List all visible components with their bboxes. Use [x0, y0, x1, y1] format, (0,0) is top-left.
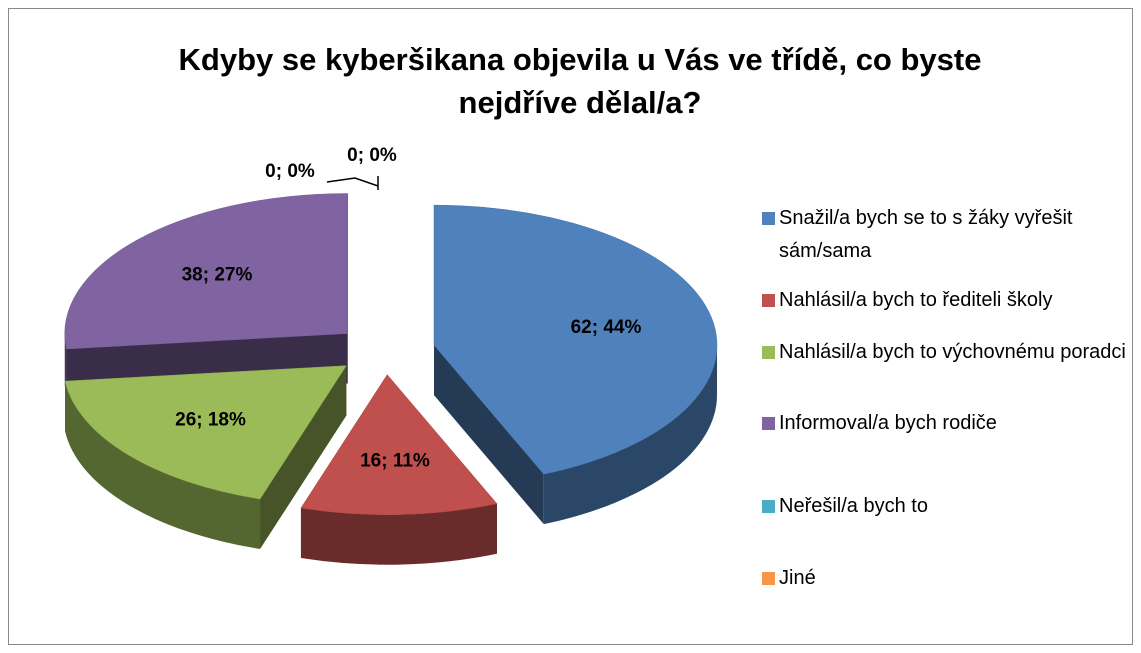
slice-wall	[434, 345, 544, 525]
legend-swatch	[762, 294, 775, 307]
legend-label: Jiné	[779, 567, 816, 589]
legend-label: Informoval/a bych rodiče	[779, 412, 997, 434]
slice	[64, 365, 347, 500]
data-label: 0; 0%	[265, 161, 315, 182]
slice-side	[65, 381, 261, 550]
slice	[300, 374, 498, 515]
legend-label: Nahlásil/a bych to výchovnému poradci	[779, 341, 1126, 363]
slice	[64, 193, 348, 350]
legend-item: Jiné	[762, 562, 1132, 595]
slice-side	[543, 345, 718, 525]
legend-swatch	[762, 212, 775, 225]
legend-swatch	[762, 500, 775, 513]
legend-item: Snažil/a bych se to s žáky vyřešit sám/s…	[762, 202, 1132, 268]
legend-swatch	[762, 346, 775, 359]
data-label: 16; 11%	[360, 450, 430, 471]
legend-label: Neřešil/a bych to	[779, 495, 928, 517]
data-label: 38; 27%	[182, 265, 253, 286]
chart-title: Kdyby se kyberšikana objevila u Vás ve t…	[178, 42, 982, 120]
data-label: 26; 18%	[175, 410, 246, 431]
slice-wall	[260, 365, 347, 550]
chart-border	[8, 8, 1133, 645]
data-label: 0; 0%	[347, 145, 397, 166]
legend-item: Nahlásil/a bych to výchovnému poradci	[762, 336, 1132, 369]
data-label: 62; 44%	[571, 317, 642, 338]
legend-swatch	[762, 417, 775, 430]
legend-swatch	[762, 572, 775, 585]
legend-item: Informoval/a bych rodiče	[762, 407, 1132, 440]
slice-side	[300, 503, 497, 565]
legend-item: Nahlásil/a bych to řediteli školy	[762, 284, 1132, 317]
leader-line	[326, 176, 379, 190]
slice	[433, 204, 718, 475]
legend-label: Snažil/a bych se to s žáky vyřešit sám/s…	[779, 207, 1073, 262]
legend-label: Nahlásil/a bych to řediteli školy	[779, 289, 1053, 311]
legend-item: Neřešil/a bych to	[762, 490, 1132, 523]
